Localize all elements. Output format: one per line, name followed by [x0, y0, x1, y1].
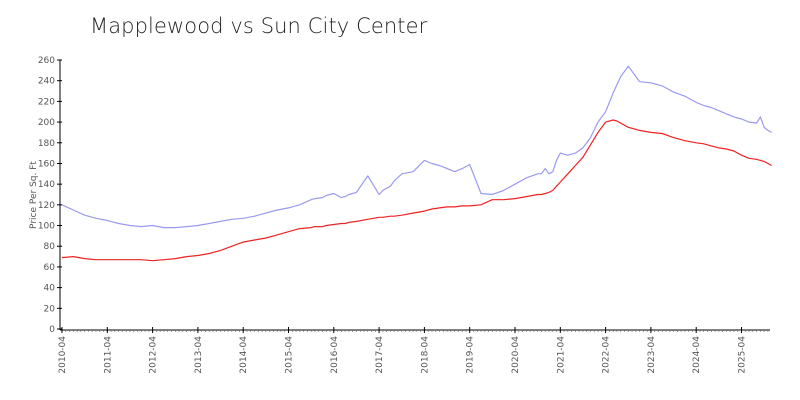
x-tick-label: 2024-04 — [692, 336, 702, 374]
y-tick-label: 260 — [38, 56, 55, 66]
y-tick-label: 20 — [44, 304, 56, 314]
x-tick-label: 2017-04 — [375, 336, 385, 374]
series-line-mapplewood — [61, 65, 772, 229]
y-tick-label: 60 — [44, 263, 56, 273]
x-tick-label: 2015-04 — [285, 336, 295, 374]
x-tick-label: 2018-04 — [420, 336, 430, 374]
y-tick-label: 120 — [38, 201, 55, 211]
x-tick-label: 2019-04 — [466, 336, 476, 374]
x-tick-label: 2023-04 — [647, 336, 657, 374]
y-tick-label: 240 — [38, 77, 55, 87]
x-tick-label: 2010-04 — [58, 336, 68, 374]
x-tick-label: 2021-04 — [556, 336, 566, 374]
y-tick-label: 100 — [38, 222, 55, 232]
y-tick-label: 80 — [44, 242, 56, 252]
x-tick-label: 2013-04 — [194, 336, 204, 374]
x-tick-label: 2025-04 — [738, 336, 748, 374]
x-axis: 2010-04 2011-04 2012-04 2013-04 2014-04 2015-… — [58, 327, 770, 374]
y-tick-label: 160 — [38, 159, 55, 169]
x-tick-label: 2014-04 — [239, 336, 249, 374]
y-tick-label: 200 — [38, 118, 55, 128]
y-axis: 0 20 40 60 80 100 120 140 160 180 200 220 240 260 — [38, 56, 62, 335]
y-tick-label: 140 — [38, 180, 55, 190]
x-tick-label: 2020-04 — [511, 336, 521, 374]
x-tick-label: 2011-04 — [103, 336, 113, 374]
y-tick-label: 220 — [38, 97, 55, 107]
x-tick-label: 2012-04 — [149, 336, 159, 374]
y-tick-label: 180 — [38, 139, 55, 149]
y-tick-label: 40 — [44, 284, 56, 294]
y-axis-label: Price Per Sq. Ft — [29, 161, 39, 229]
series-layer — [61, 65, 772, 262]
x-tick-label: 2016-04 — [330, 336, 340, 374]
series-line-sun-city-center — [61, 119, 772, 262]
y-tick-label: 0 — [49, 325, 55, 335]
chart-title: Mapplewood vs Sun City Center — [90, 14, 428, 38]
x-tick-label: 2022-04 — [602, 336, 612, 374]
